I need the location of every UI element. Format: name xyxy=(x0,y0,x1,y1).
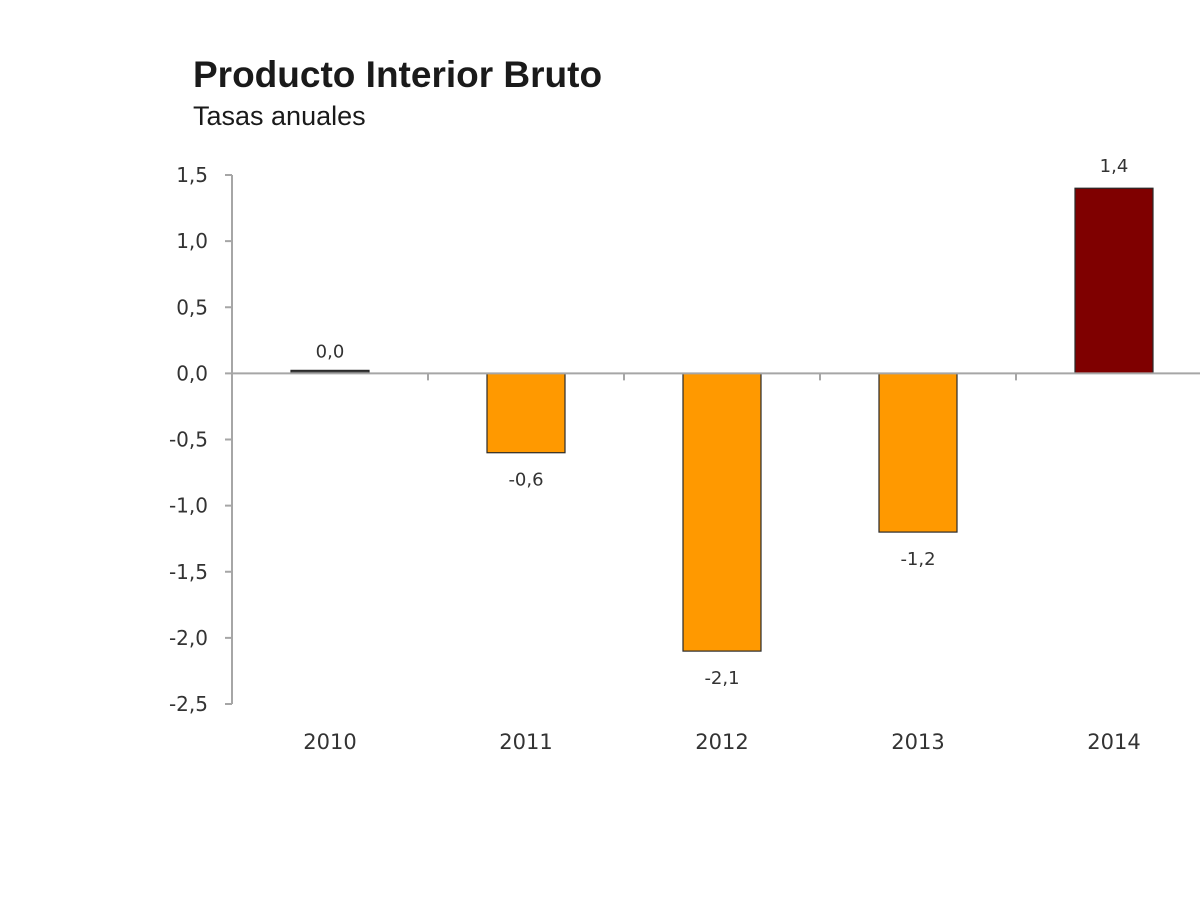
data-label-2012: -2,1 xyxy=(704,668,739,689)
y-tick-label: -2,0 xyxy=(169,626,208,650)
bar-2013 xyxy=(878,372,958,533)
y-tick-label: 1,0 xyxy=(176,229,208,253)
data-label-2011: -0,6 xyxy=(508,470,543,491)
y-tick-label: -1,0 xyxy=(169,494,208,518)
x-tick-label: 2012 xyxy=(695,730,748,754)
bar-2011 xyxy=(486,372,566,454)
chart-subtitle: Tasas anuales xyxy=(193,101,366,131)
y-tick-label: -0,5 xyxy=(169,428,208,452)
bars xyxy=(290,187,1154,652)
data-label-2013: -1,2 xyxy=(900,549,935,570)
chart-title: Producto Interior Bruto xyxy=(193,54,603,95)
data-label-2010: 0,0 xyxy=(316,341,345,362)
y-tick-label: 1,5 xyxy=(176,163,208,187)
data-labels: 0,0 -0,6 -2,1 -1,2 1,4 xyxy=(316,156,1129,689)
y-tick-label: 0,0 xyxy=(176,361,208,385)
x-tick-label: 2014 xyxy=(1087,730,1140,754)
y-tick-label: -1,5 xyxy=(169,560,208,584)
x-tick-label: 2010 xyxy=(303,730,356,754)
data-label-2014: 1,4 xyxy=(1100,156,1129,177)
y-tick-label: 0,5 xyxy=(176,295,208,319)
bar-2014 xyxy=(1074,187,1154,374)
x-tick-label: 2013 xyxy=(891,730,944,754)
bar-2012 xyxy=(682,372,762,652)
x-tick-label: 2011 xyxy=(499,730,552,754)
y-tick-label: -2,5 xyxy=(169,692,208,716)
x-axis: 2010 2011 2012 2013 2014 xyxy=(232,372,1200,754)
y-axis: 1,5 1,0 0,5 0,0 -0,5 -1,0 -1,5 -2,0 -2,5 xyxy=(169,163,233,716)
